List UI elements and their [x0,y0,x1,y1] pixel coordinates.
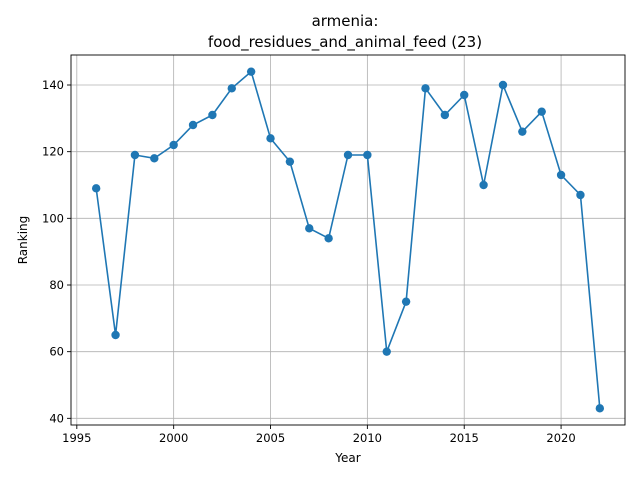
data-point [518,127,527,136]
plot-frame [70,54,626,426]
y-tick-label: 120 [42,145,64,159]
x-tick-label: 2010 [353,431,382,445]
data-point [169,140,178,150]
data-point [130,150,140,160]
data-point [479,180,488,190]
data-point [227,84,236,93]
axis-ticks: 1995 2000 2005 2010 2015 2020 40 60 80 100 120 140 [42,78,576,445]
y-tick-label: 60 [49,345,64,359]
data-point [246,67,256,76]
x-tick-label: 2020 [546,431,575,445]
data-point [111,330,120,340]
x-axis-label: Year [334,451,360,465]
data-point [421,84,430,93]
data-point [401,297,411,306]
y-tick-label: 140 [42,78,64,92]
data-point [576,190,585,200]
chart-title-line2: food_residues_and_animal_feed (23) [208,33,482,52]
y-tick-label: 40 [49,411,64,425]
data-point [305,224,314,233]
x-tick-label: 2015 [450,431,479,445]
data-point [363,150,372,160]
data-point [343,150,353,160]
data-point [208,110,217,120]
data-point [595,404,605,413]
x-tick-label: 2000 [159,431,188,445]
data-point [460,90,469,100]
data-point [285,157,295,166]
y-tick-label: 100 [42,211,64,225]
data-point [266,134,275,143]
data-point [188,120,198,130]
x-tick-label: 2005 [256,431,285,445]
data-point [556,170,566,180]
data-point [498,80,508,90]
data-point [324,234,333,243]
data-point [537,107,546,116]
x-tick-label: 1995 [62,431,91,445]
y-tick-label: 80 [49,278,64,292]
chart-title-line1: armenia: [312,12,379,30]
y-axis-label: Ranking [16,216,30,265]
data-point [91,184,101,193]
series-line [95,70,601,409]
series-ranking [91,67,605,413]
data-point [150,154,159,163]
data-point [382,347,391,356]
data-point [440,110,450,120]
